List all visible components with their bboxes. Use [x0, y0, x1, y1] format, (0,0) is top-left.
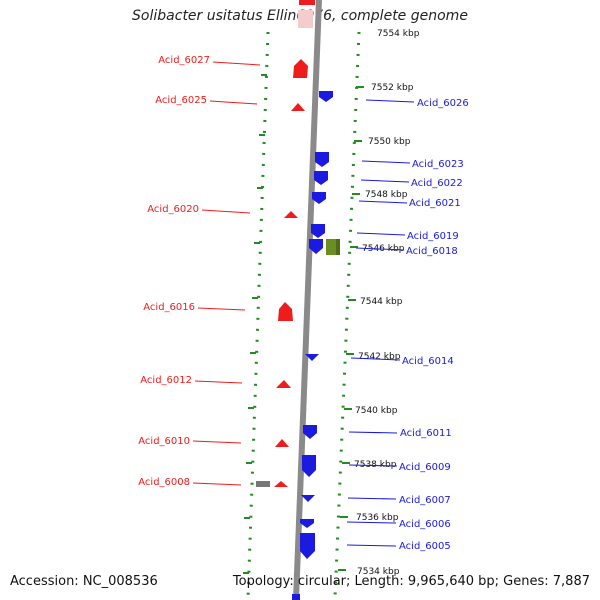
gene-label-right[interactable]: Acid_6018	[406, 246, 458, 257]
major-ticks-left	[243, 74, 267, 574]
gene-label-left[interactable]: Acid_6010	[138, 436, 190, 447]
gene-label-left[interactable]: Acid_6027	[158, 55, 210, 66]
leader-line	[356, 232, 406, 236]
gene-label-right[interactable]: Acid_6019	[407, 231, 459, 242]
leader-line	[348, 431, 398, 434]
scale-tick-label: 7536 kbp	[356, 513, 399, 523]
leader-line	[212, 61, 261, 66]
gene-feature-red[interactable]	[278, 302, 293, 321]
gene-feature-blue[interactable]	[311, 224, 325, 238]
scale-tick-label: 7554 kbp	[377, 29, 420, 39]
backbone-top-stub	[299, 0, 315, 5]
gene-feature-blue[interactable]	[309, 239, 323, 254]
left-tick-ring	[246, 31, 270, 599]
gene-label-right[interactable]: Acid_6014	[402, 356, 454, 367]
leader-line	[201, 209, 251, 214]
gene-feature-blue[interactable]	[315, 152, 329, 167]
gene-label-left[interactable]: Acid_6025	[155, 95, 207, 106]
gene-label-right[interactable]: Acid_6007	[399, 495, 451, 506]
gene-label-right[interactable]: Acid_6006	[399, 519, 451, 530]
scale-tick-label: 7548 kbp	[365, 190, 408, 200]
gene-label-right[interactable]: Acid_6026	[417, 98, 469, 109]
major-ticks-right	[338, 86, 364, 571]
gene-label-right[interactable]: Acid_6011	[400, 428, 452, 439]
leader-line	[348, 464, 398, 467]
genome-backbone	[293, 0, 322, 600]
leader-line	[350, 357, 401, 361]
leader-line	[209, 100, 258, 105]
gene-feature-blue[interactable]	[300, 533, 315, 559]
leader-line	[365, 99, 415, 103]
gene-label-right[interactable]: Acid_6021	[409, 198, 461, 209]
leader-line	[192, 440, 242, 444]
accession-text: Accession: NC_008536	[10, 574, 158, 589]
gene-label-right[interactable]: Acid_6023	[412, 159, 464, 170]
gene-label-right[interactable]: Acid_6005	[399, 541, 451, 552]
forward-genes	[274, 59, 308, 487]
gene-label-left[interactable]: Acid_6016	[143, 302, 195, 313]
leader-line	[197, 307, 246, 311]
rna-feature-shade	[336, 239, 340, 255]
scale-tick-label: 7534 kbp	[357, 567, 400, 577]
gene-feature-blue[interactable]	[305, 354, 319, 361]
reverse-genes	[300, 91, 333, 559]
gene-feature-blue[interactable]	[314, 171, 328, 185]
scale-tick-label: 7542 kbp	[358, 352, 401, 362]
gene-feature-red[interactable]	[293, 59, 308, 78]
leader-line	[346, 521, 397, 524]
scale-tick-label: 7544 kbp	[360, 297, 403, 307]
leader-line	[361, 160, 411, 164]
gene-feature-blue[interactable]	[301, 495, 315, 502]
genome-summary-text: Topology: circular; Length: 9,965,640 bp…	[232, 574, 590, 589]
gene-feature-blue[interactable]	[319, 91, 333, 102]
gene-feature-blue[interactable]	[303, 425, 317, 439]
leader-line	[347, 497, 397, 500]
gene-label-left[interactable]: Acid_6020	[147, 204, 199, 215]
gene-feature-blue[interactable]	[302, 455, 316, 477]
leader-line	[346, 544, 397, 547]
leader-line	[358, 200, 408, 204]
gene-label-right[interactable]: Acid_6009	[399, 462, 451, 473]
backbone-bottom-stub	[292, 594, 300, 600]
gene-feature-blue[interactable]	[300, 519, 314, 528]
scale-tick-label: 7550 kbp	[368, 137, 411, 147]
leader-line	[355, 247, 405, 251]
pseudo-feature[interactable]	[256, 481, 270, 487]
gene-feature-red[interactable]	[284, 211, 298, 218]
gene-feature-red[interactable]	[276, 380, 291, 388]
gene-feature-red[interactable]	[291, 103, 305, 111]
leader-line	[194, 380, 243, 384]
leader-line	[192, 482, 242, 486]
leader-line	[360, 179, 410, 183]
gene-label-right[interactable]: Acid_6022	[411, 178, 463, 189]
scale-tick-label: 7552 kbp	[371, 83, 414, 93]
scale-tick-label: 7540 kbp	[355, 406, 398, 416]
gene-feature-red[interactable]	[274, 481, 288, 487]
gene-label-left[interactable]: Acid_6012	[140, 375, 192, 386]
gene-feature-blue[interactable]	[312, 192, 326, 204]
backbone-top-pink	[298, 10, 313, 28]
gene-feature-red[interactable]	[275, 439, 289, 447]
gene-label-left[interactable]: Acid_6008	[138, 477, 190, 488]
scale-tick-label: 7538 kbp	[354, 460, 397, 470]
